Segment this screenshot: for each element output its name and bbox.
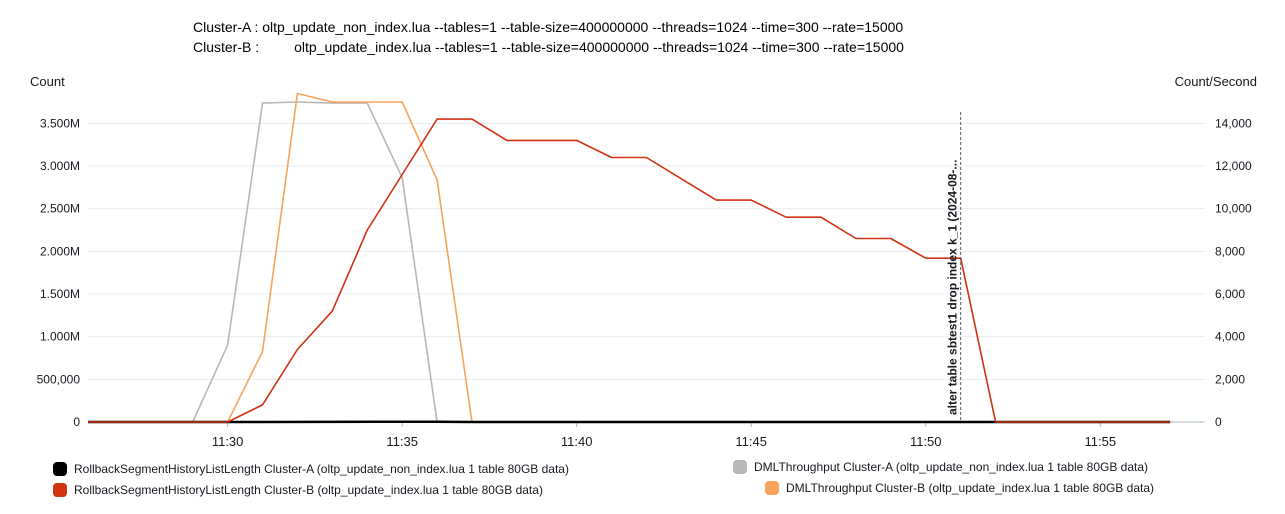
grid	[88, 122, 1205, 380]
x-tick-label: 11:45	[735, 434, 767, 449]
legend-swatch-icon	[733, 460, 747, 474]
legend-item-rollback-cluster-a[interactable]: RollbackSegmentHistoryListLength Cluster…	[53, 462, 569, 476]
legend-swatch-icon	[53, 462, 67, 476]
y-tick-label: 3.500M	[40, 116, 80, 130]
y-tick-label: 1.500M	[40, 287, 80, 301]
y-tick-label: 3.000M	[40, 159, 80, 173]
x-tick-label: 11:35	[386, 434, 418, 449]
y2-tick-label: 2,000	[1215, 372, 1245, 386]
benchmark-command-cluster-b: Cluster-B : oltp_update_index.lua --tabl…	[193, 39, 904, 55]
legend-label: DMLThroughput Cluster-A (oltp_update_non…	[754, 460, 1149, 474]
y-tick-label: 2.000M	[40, 244, 80, 258]
y2-tick-label: 10,000	[1215, 202, 1252, 216]
series-line-1	[88, 118, 1171, 423]
y2-tick-label: 4,000	[1215, 330, 1245, 344]
left-axis-title: Count	[30, 74, 65, 89]
annotation: alter table sbtest1 drop index k_1 (2024…	[946, 112, 962, 422]
y-tick-label: 0	[73, 415, 80, 429]
y-tick-label: 2.500M	[40, 202, 80, 216]
x-tick-label: 11:30	[212, 434, 244, 449]
legend-label: RollbackSegmentHistoryListLength Cluster…	[74, 483, 543, 497]
y2-tick-label: 12,000	[1215, 159, 1252, 173]
x-tick-label: 11:50	[910, 434, 942, 449]
y2-tick-label: 8,000	[1215, 244, 1245, 258]
annotation-label: alter table sbtest1 drop index k_1 (2024…	[946, 160, 960, 415]
series-lines	[88, 92, 1171, 424]
legend-swatch-icon	[53, 483, 67, 497]
legend-item-dml-cluster-a[interactable]: DMLThroughput Cluster-A (oltp_update_non…	[733, 460, 1148, 474]
y2-tick-label: 14,000	[1215, 116, 1252, 130]
legend-item-dml-cluster-b[interactable]: DMLThroughput Cluster-B (oltp_update_ind…	[765, 481, 1154, 495]
x-tick-label: 11:55	[1084, 434, 1116, 449]
legend-swatch-icon	[765, 481, 779, 495]
x-tick-label: 11:40	[561, 434, 593, 449]
y-tick-label: 500,000	[37, 372, 81, 386]
series-line-2	[88, 101, 1171, 423]
y2-tick-label: 0	[1215, 415, 1222, 429]
benchmark-command-cluster-a: Cluster-A : oltp_update_non_index.lua --…	[193, 19, 904, 35]
legend-label: RollbackSegmentHistoryListLength Cluster…	[74, 462, 569, 476]
legend-item-rollback-cluster-b[interactable]: RollbackSegmentHistoryListLength Cluster…	[53, 483, 543, 497]
y2-tick-label: 6,000	[1215, 287, 1245, 301]
right-axis-title: Count/Second	[1174, 74, 1257, 89]
y-tick-label: 1.000M	[40, 330, 80, 344]
legend-label: DMLThroughput Cluster-B (oltp_update_ind…	[786, 481, 1154, 495]
series-line-3	[88, 92, 1171, 423]
